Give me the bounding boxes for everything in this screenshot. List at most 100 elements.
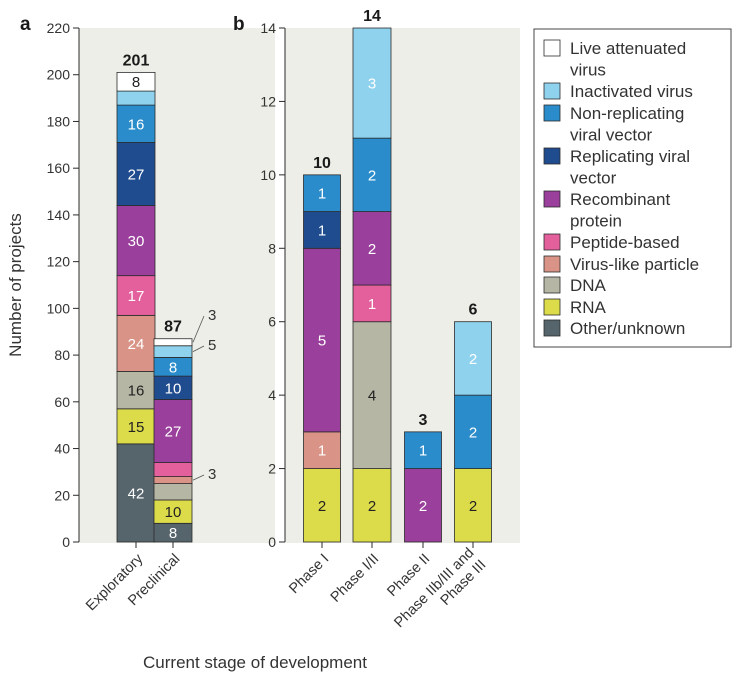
legend-label-other: Other/unknown xyxy=(570,319,685,338)
legend-label-rep: vector xyxy=(570,169,617,188)
legend-label-recomb: Recombinant xyxy=(570,190,670,209)
legend-label-recomb: protein xyxy=(570,212,622,231)
panel-a-letter: a xyxy=(20,14,31,35)
data-label: 30 xyxy=(128,233,145,250)
data-label: 1 xyxy=(419,443,427,460)
legend-label-live: virus xyxy=(570,61,606,80)
bar-segment-vlp xyxy=(303,431,341,469)
bar-total-label: 87 xyxy=(164,319,182,336)
legend-label-dna: DNA xyxy=(570,276,607,295)
panel-a-y-tick-label: 100 xyxy=(47,300,71,316)
legend-label-inactivated: Inactivated virus xyxy=(570,82,693,101)
y-axis-title: Number of projects xyxy=(6,213,25,357)
bar-segment-nonrep xyxy=(404,431,442,469)
legend-swatch-other xyxy=(543,319,561,337)
legend: Live attenuated virus Inactivated virus Non… xyxy=(533,28,732,348)
data-label: 27 xyxy=(128,167,145,184)
bar-segment-vlp xyxy=(116,314,156,372)
data-label: 1 xyxy=(368,296,376,313)
legend-label-peptide: Peptide-based xyxy=(570,233,680,252)
panel-a-y-tick-label: 120 xyxy=(47,254,71,270)
data-label: 1 xyxy=(318,443,326,460)
legend-swatch-rep xyxy=(543,147,561,165)
panel-a-y-tick-label: 40 xyxy=(54,441,70,457)
legend-label-rep: Replicating viral xyxy=(570,147,690,166)
data-label-leader xyxy=(192,345,205,352)
legend-swatch-dna xyxy=(543,276,561,294)
bar-segment-recomb xyxy=(352,211,392,286)
legend-swatch-live xyxy=(543,39,561,57)
bar-total-label: 6 xyxy=(469,302,478,319)
data-label: 10 xyxy=(165,380,182,397)
data-label: 17 xyxy=(128,288,145,305)
data-label: 15 xyxy=(128,419,145,436)
data-label: 2 xyxy=(318,498,326,515)
bar-segment-inactivated xyxy=(153,345,193,358)
legend-swatch-recomb xyxy=(543,190,561,208)
data-label: 10 xyxy=(165,504,182,521)
bar-segment-inactivated xyxy=(116,90,156,106)
legend-swatch-nonrep xyxy=(543,104,561,122)
data-label: 5 xyxy=(208,337,216,354)
panel-a-y-tick-label: 20 xyxy=(54,487,70,503)
data-label: 8 xyxy=(132,74,140,91)
data-label: 3 xyxy=(208,307,216,324)
data-label: 42 xyxy=(128,485,145,502)
data-label: 8 xyxy=(169,359,177,376)
data-label: 3 xyxy=(368,76,376,93)
data-label: 2 xyxy=(469,351,477,368)
legend-label-nonrep: viral vector xyxy=(570,126,653,145)
legend-swatch-rna xyxy=(543,298,561,316)
bar-segment-recomb xyxy=(303,247,341,433)
bar-total-label: 201 xyxy=(123,52,150,69)
panel-a-y-tick-label: 140 xyxy=(47,207,71,223)
bar-segment-nonrep xyxy=(454,394,492,469)
data-label: 24 xyxy=(128,336,145,353)
legend-label-nonrep: Non-replicating xyxy=(570,104,684,123)
panel-a-y-tick-label: 180 xyxy=(47,113,71,129)
bar-total-label: 14 xyxy=(363,8,381,25)
data-label-leader xyxy=(192,474,205,481)
legend-frame xyxy=(533,28,732,348)
bar-segment-rna xyxy=(454,468,492,543)
bar-segment-dna xyxy=(352,321,392,469)
bar-segment-peptide xyxy=(116,275,156,316)
bar-segment-live xyxy=(116,71,156,92)
panel-b-y-tick-label: 4 xyxy=(268,387,276,403)
panel-b-y-tick-label: 6 xyxy=(268,314,276,330)
bar-total-label: 10 xyxy=(313,155,331,172)
bar-segment-peptide xyxy=(153,462,193,477)
data-label: 2 xyxy=(368,241,376,258)
panel-b-letter: b xyxy=(233,14,245,35)
legend-swatch-inactivated xyxy=(543,82,561,100)
data-label: 4 xyxy=(368,388,376,405)
bar-segment-rep xyxy=(303,211,341,249)
panel-a-y-tick-label: 160 xyxy=(47,160,71,176)
data-label: 2 xyxy=(419,498,427,515)
data-label: 16 xyxy=(128,116,145,133)
data-label: 3 xyxy=(208,466,216,483)
data-label: 1 xyxy=(318,222,326,239)
panel-b-y-tick-label: 8 xyxy=(268,240,276,256)
bar-segment-inactivated xyxy=(454,321,492,396)
data-label: 2 xyxy=(368,167,376,184)
data-label: 5 xyxy=(318,333,326,350)
panel-a-y-tick-label: 0 xyxy=(62,534,70,550)
legend-swatch-peptide xyxy=(543,233,561,251)
legend-label-live: Live attenuated xyxy=(570,39,686,58)
bar-segment-nonrep xyxy=(352,137,392,212)
panel-b-y-tick-label: 10 xyxy=(260,167,276,183)
data-label-leader xyxy=(192,315,205,343)
bar-segment-inactivated xyxy=(352,27,392,139)
bar-total-label: 3 xyxy=(419,412,428,429)
panel-b-y-tick-label: 14 xyxy=(260,20,276,36)
legend-label-rna: RNA xyxy=(570,298,607,317)
panel-a-y-tick-label: 60 xyxy=(54,394,70,410)
panel-a-y-tick-label: 200 xyxy=(47,67,71,83)
data-label: 8 xyxy=(169,525,177,542)
panel-b-y-tick-label: 0 xyxy=(268,534,276,550)
bar-segment-live xyxy=(153,338,193,347)
x-axis-title: Current stage of development xyxy=(143,653,367,672)
bar-segment-rna xyxy=(352,468,392,543)
